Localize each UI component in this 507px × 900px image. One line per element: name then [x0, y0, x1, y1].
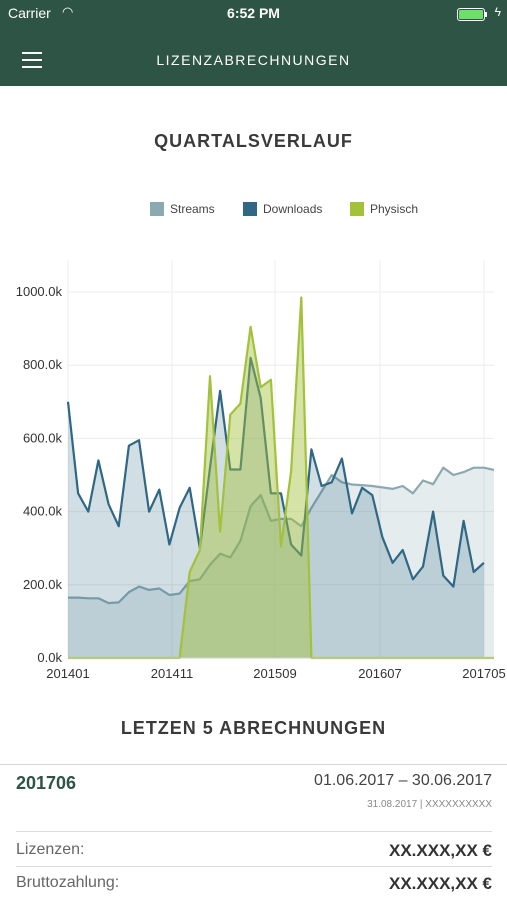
- legend-label: Downloads: [263, 202, 323, 216]
- series-area-physisch: [68, 297, 494, 658]
- y-tick-label: 200.0k: [23, 577, 63, 592]
- x-tick-label: 201705: [462, 666, 505, 681]
- wifi-icon: ◠: [62, 4, 74, 19]
- licenses-label: Lizenzen:: [16, 841, 85, 858]
- status-time: 6:52 PM: [227, 5, 280, 21]
- legend-item-physisch[interactable]: Physisch: [350, 202, 418, 216]
- x-tick-label: 201607: [358, 666, 401, 681]
- legend-label: Physisch: [370, 202, 419, 216]
- legend-swatch: [350, 202, 364, 216]
- x-tick-label: 201509: [253, 666, 296, 681]
- y-tick-label: 400.0k: [23, 504, 63, 519]
- chart-title: QUARTALSVERLAUF: [154, 131, 353, 151]
- charging-icon: ϟ: [494, 5, 501, 19]
- legend-swatch: [243, 202, 257, 216]
- y-tick-label: 1000.0k: [16, 284, 63, 299]
- y-tick-label: 800.0k: [23, 357, 63, 372]
- statement-reference: 31.08.2017 | XXXXXXXXXX: [367, 799, 492, 810]
- hamburger-menu-icon[interactable]: [22, 52, 42, 68]
- row-divider: [16, 831, 492, 832]
- page-title: LIZENZABRECHNUNGEN: [156, 52, 351, 68]
- legend-swatch: [150, 202, 164, 216]
- y-tick-label: 0.0k: [37, 650, 62, 665]
- series-area-streams: [68, 467, 494, 658]
- nav-bar: LIZENZABRECHNUNGEN: [0, 28, 507, 86]
- battery-icon: [457, 8, 487, 21]
- legend-item-downloads[interactable]: Downloads: [243, 202, 322, 216]
- series-line-streams: [68, 466, 495, 605]
- x-tick-label: 201411: [151, 666, 193, 681]
- row-divider: [16, 866, 492, 867]
- statement-date-range: 01.06.2017 – 30.06.2017: [314, 772, 492, 789]
- legend-item-streams[interactable]: Streams: [150, 202, 215, 216]
- area-chart: 0.0k 200.0k 400.0k 600.0k 800.0k 1000.0k 20140…: [16, 260, 506, 681]
- statement-period[interactable]: 201706: [16, 773, 77, 793]
- series-line-downloads: [66, 356, 485, 588]
- carrier-label: Carrier: [8, 5, 51, 21]
- section-divider: [0, 764, 507, 765]
- licenses-value: XX.XXX,XX €: [389, 841, 492, 860]
- legend-label: Streams: [170, 202, 215, 216]
- x-tick-label: 201401: [46, 666, 89, 681]
- series-area-downloads: [68, 357, 484, 658]
- y-tick-label: 600.0k: [23, 430, 63, 445]
- section-title: LETZEN 5 ABRECHNUNGEN: [120, 718, 387, 738]
- gross-payment-label: Bruttozahlung:: [16, 874, 120, 891]
- status-bar: Carrier ◠ 6:52 PM ϟ: [0, 0, 507, 28]
- gross-payment-value: XX.XXX,XX €: [389, 874, 492, 893]
